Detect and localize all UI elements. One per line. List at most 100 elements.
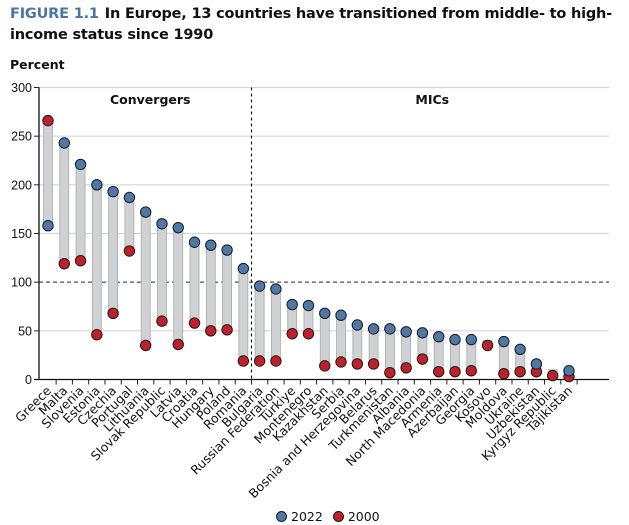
marker-2000	[107, 307, 119, 320]
marker-2022	[221, 244, 233, 256]
marker-2000	[481, 339, 494, 352]
group-label-mics: MICs	[415, 92, 449, 107]
marker-2022	[465, 333, 477, 346]
range-bar	[352, 324, 363, 365]
marker-2000	[351, 358, 364, 370]
marker-2000	[221, 324, 233, 336]
legend-item-2000: 2000	[332, 509, 380, 524]
marker-2022	[270, 283, 282, 295]
marker-2000	[237, 355, 250, 367]
range-bar	[140, 211, 151, 346]
marker-2000	[302, 328, 315, 340]
marker-2022	[58, 137, 70, 149]
marker-2022	[351, 319, 364, 331]
marker-2000	[74, 255, 87, 267]
marker-2022	[514, 343, 526, 356]
marker-2000	[416, 353, 429, 365]
marker-2022	[449, 333, 461, 346]
y-tick-label: 250	[11, 130, 32, 144]
marker-2022	[253, 280, 266, 292]
figure-title: FIGURE 1.1 In Europe, 13 countries have t…	[10, 4, 620, 46]
marker-2022	[498, 335, 510, 348]
marker-2022	[74, 158, 87, 171]
marker-2000	[433, 366, 445, 378]
marker-2000	[514, 366, 526, 378]
marker-2000	[188, 317, 201, 329]
legend-label-2022: 2022	[291, 509, 323, 524]
range-bar	[157, 223, 167, 322]
y-tick-label: 100	[11, 276, 32, 290]
marker-2000	[335, 356, 347, 368]
range-bar	[254, 285, 265, 362]
range-bar	[59, 142, 70, 265]
marker-2022	[107, 185, 119, 198]
marker-2022	[172, 221, 184, 234]
range-bar	[189, 241, 200, 324]
marker-2022	[91, 179, 103, 191]
range-bar	[124, 197, 135, 252]
range-bar	[238, 268, 249, 362]
marker-2000	[449, 366, 461, 378]
marker-2022	[302, 299, 315, 312]
range-bar	[384, 328, 395, 374]
marker-2000	[498, 367, 510, 380]
marker-2022	[563, 365, 575, 377]
range-bar	[173, 227, 184, 345]
y-tick-label: 200	[11, 178, 32, 192]
y-axis-unit-label: Percent	[10, 57, 65, 72]
legend-marker-2022	[276, 511, 287, 522]
y-tick-label: 300	[11, 81, 32, 95]
marker-2022	[123, 191, 136, 204]
marker-2000	[546, 369, 559, 382]
marker-2000	[384, 366, 396, 379]
marker-2022	[205, 239, 217, 251]
marker-2000	[172, 338, 184, 351]
marker-2000	[205, 325, 217, 337]
marker-2022	[139, 206, 152, 218]
marker-2000	[367, 358, 380, 370]
marker-2022	[335, 309, 347, 321]
marker-2022	[188, 236, 201, 248]
legend: 2022 2000	[276, 509, 390, 524]
marker-2000	[253, 355, 266, 367]
marker-2000	[270, 355, 282, 367]
range-bar	[75, 163, 86, 262]
marker-2000	[400, 362, 412, 374]
marker-2022	[237, 262, 250, 275]
range-bar	[222, 249, 232, 331]
y-tick-label: 50	[18, 324, 32, 338]
marker-2000	[123, 245, 136, 257]
marker-2022	[433, 330, 445, 343]
range-bar	[91, 184, 102, 336]
group-label-convergers: Convergers	[110, 92, 190, 107]
marker-2022	[156, 218, 168, 230]
marker-2000	[156, 315, 168, 327]
range-bar	[271, 288, 281, 362]
range-bar	[108, 191, 119, 314]
range-bar	[319, 312, 330, 367]
figure-label: FIGURE 1.1	[10, 6, 99, 22]
marker-2000	[42, 114, 54, 127]
range-bar	[43, 120, 53, 227]
marker-2000	[139, 339, 152, 352]
legend-label-2000: 2000	[347, 509, 380, 524]
range-bar	[205, 244, 216, 332]
y-tick-label: 0	[25, 373, 32, 387]
y-tick-label: 150	[11, 227, 32, 241]
marker-2022	[319, 307, 331, 320]
marker-2000	[319, 360, 331, 372]
marker-2022	[530, 358, 543, 370]
marker-2022	[286, 298, 298, 311]
marker-2022	[42, 220, 54, 232]
marker-2022	[416, 327, 429, 339]
marker-2022	[367, 323, 380, 335]
figure-title-text: In Europe, 13 countries have transitione…	[10, 6, 612, 43]
marker-2000	[465, 365, 477, 377]
marker-2000	[91, 329, 103, 341]
range-bar	[336, 314, 346, 363]
marker-2022	[384, 323, 396, 335]
marker-2022	[400, 326, 412, 338]
marker-2000	[58, 257, 70, 270]
marker-2000	[286, 328, 298, 340]
